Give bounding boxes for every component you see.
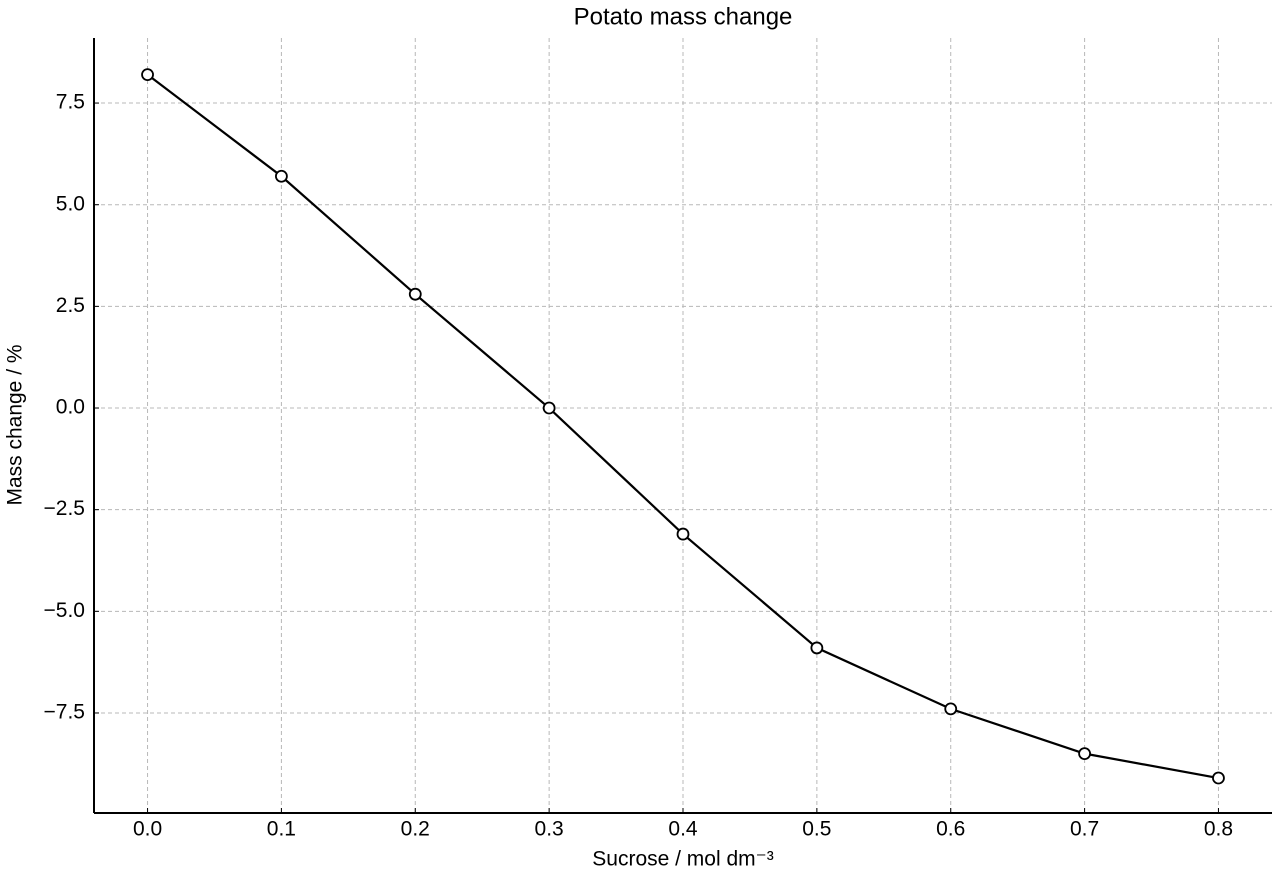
x-tick-label: 0.0 [133, 818, 162, 841]
chart-title: Potato mass change [574, 3, 793, 30]
y-tick-label: 7.5 [56, 91, 85, 114]
y-tick-label: −7.5 [44, 701, 85, 724]
x-axis-label: Sucrose / mol dm⁻³ [592, 848, 773, 871]
x-tick-label: 0.6 [936, 818, 965, 841]
y-tick-label: 2.5 [56, 294, 85, 317]
x-tick-label: 0.5 [802, 818, 831, 841]
x-tick-label: 0.8 [1204, 818, 1233, 841]
data-point [542, 401, 556, 415]
data-point [676, 527, 690, 541]
x-tick-label: 0.7 [1070, 818, 1099, 841]
data-point [275, 169, 288, 183]
y-tick-label: −5.0 [44, 599, 85, 622]
y-tick-label: −2.5 [44, 497, 85, 520]
x-tick-label: 0.4 [668, 818, 698, 841]
y-tick-label: 0.0 [56, 396, 85, 419]
data-point [408, 287, 422, 301]
x-tick-label: 0.1 [267, 818, 296, 841]
data-point [944, 702, 958, 716]
data-point [810, 641, 824, 655]
data-point [141, 68, 154, 81]
x-tick-label: 0.2 [401, 818, 430, 841]
y-tick-label: 5.0 [56, 192, 85, 215]
y-axis-label: Mass change / % [4, 344, 27, 505]
x-tick-label: 0.3 [535, 818, 564, 841]
data-point [1078, 747, 1091, 761]
data-point [1212, 771, 1225, 785]
